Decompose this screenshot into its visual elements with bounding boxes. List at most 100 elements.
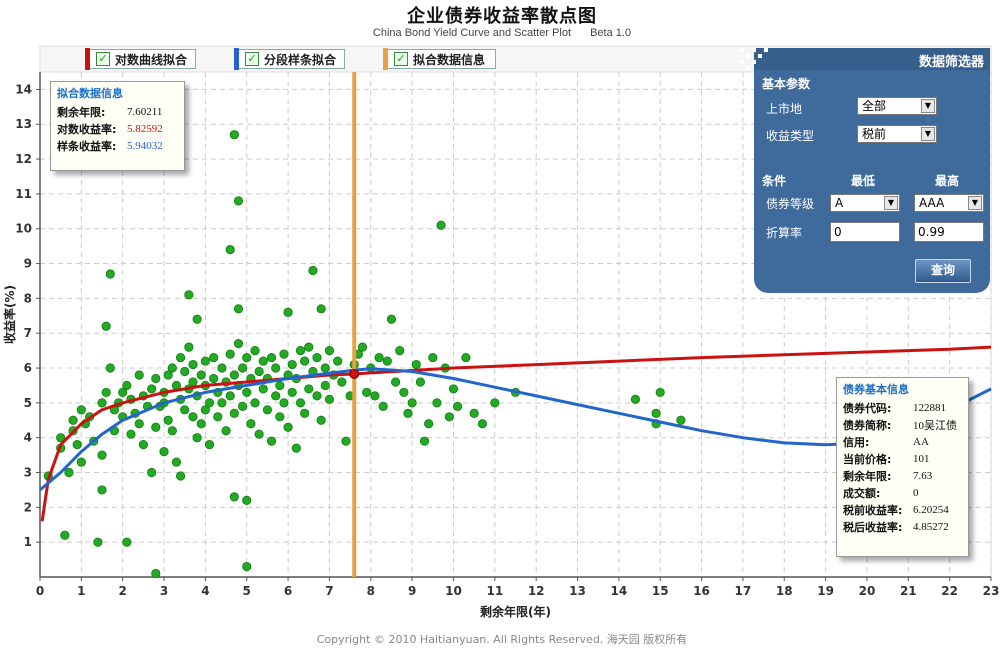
scatter-point [419, 436, 430, 446]
scatter-point [324, 394, 335, 404]
scatter-point [242, 561, 252, 572]
scatter-point [105, 363, 115, 373]
x-tick-label: 10 [445, 584, 462, 598]
spline-fit-toggle[interactable]: ✓ 分段样条拟合 [234, 48, 345, 70]
scatter-point [188, 359, 198, 370]
scatter-point [217, 363, 227, 373]
x-tick-label: 6 [284, 584, 292, 598]
scatter-point [312, 352, 322, 363]
fit-info-panel: 拟合数据信息 剩余年限: 7.60211 对数收益率: 5.82592 样条收益率:… [50, 81, 185, 171]
scatter-point [287, 359, 297, 370]
y-tick-label: 13 [15, 117, 32, 131]
scatter-point [291, 443, 301, 453]
scatter-point [266, 436, 277, 446]
data-filter-panel: 数据筛选器 基本参数 上市地 全部 ▼ 收益类型 税前 ▼ 条件 最低 最高 债券等… [734, 48, 990, 293]
scatter-point [151, 568, 161, 579]
scatter-point [180, 366, 190, 377]
scatter-point [68, 415, 78, 425]
scatter-point [209, 352, 219, 363]
scatter-point [320, 363, 330, 373]
rating-max-select[interactable]: AAA ▼ [914, 194, 984, 212]
scatter-point [316, 304, 326, 314]
chevron-down-icon[interactable]: ▼ [921, 99, 935, 113]
scatter-point [490, 398, 500, 408]
scatter-point [184, 342, 194, 352]
discount-max-input[interactable]: 0.99 [914, 222, 984, 242]
fit-info-toggle[interactable]: ✓ 拟合数据信息 [383, 48, 496, 70]
x-tick-label: 0 [36, 584, 44, 598]
scatter-point [337, 377, 347, 387]
scatter-point [229, 370, 239, 380]
scatter-point [374, 352, 384, 363]
x-tick-label: 12 [528, 584, 545, 598]
scatter-point [151, 422, 161, 432]
y-tick-label: 1 [24, 535, 32, 549]
x-tick-label: 18 [776, 584, 793, 598]
chevron-down-icon[interactable]: ▼ [921, 127, 935, 141]
scatter-point [188, 412, 198, 422]
version-text: Beta 1.0 [590, 27, 632, 39]
y-tick-label: 8 [24, 291, 32, 305]
log-fit-toggle[interactable]: ✓ 对数曲线拟合 [85, 48, 196, 70]
discount-min-input[interactable]: 0 [830, 222, 900, 242]
scatter-point [279, 398, 289, 408]
filter-title: 数据筛选器 [918, 55, 984, 70]
scatter-point [250, 346, 260, 356]
scatter-point [209, 373, 219, 384]
scatter-point [316, 415, 326, 425]
scatter-point [138, 440, 148, 450]
rating-max-value: AAA [919, 196, 945, 210]
spline-fit-label: 分段样条拟合 [264, 52, 337, 67]
scatter-point [184, 290, 194, 300]
scatter-point [72, 440, 82, 450]
scatter-point [238, 401, 248, 411]
scatter-point [275, 412, 285, 422]
bond-credit-value: AA [913, 435, 929, 448]
scatter-point [271, 363, 281, 373]
max-label: 最高 [935, 174, 960, 188]
x-tick-label: 1 [77, 584, 85, 598]
bond-remaining-years-value: 7.63 [913, 469, 933, 482]
x-tick-label: 3 [160, 584, 168, 598]
log-fit-curve [40, 345, 992, 522]
scatter-point [97, 450, 107, 460]
x-tick-label: 16 [693, 584, 710, 598]
query-button[interactable]: 查询 [915, 259, 971, 283]
listing-label: 上市地 [766, 102, 803, 116]
y-tick-label: 6 [24, 361, 32, 375]
y-tick-label: 12 [15, 152, 32, 166]
spline-fit-curve [39, 367, 992, 492]
chevron-down-icon[interactable]: ▼ [884, 196, 898, 210]
scatter-point [382, 356, 392, 366]
scatter-point [386, 314, 397, 324]
scatter-point [56, 433, 66, 443]
rating-min-value: A [835, 196, 844, 210]
x-tick-label: 14 [611, 584, 628, 598]
scatter-point [200, 356, 210, 366]
fit-info-color-stripe [383, 48, 388, 70]
scatter-point [357, 342, 368, 352]
bond-credit-label: 信用: [843, 435, 870, 449]
fit-log-yield-label: 对数收益率: [57, 122, 117, 136]
listing-value: 全部 [862, 99, 887, 113]
y-tick-label: 10 [15, 222, 32, 236]
scatter-point [250, 398, 260, 408]
rating-min-select[interactable]: A ▼ [830, 194, 900, 212]
yield-type-select[interactable]: 税前 ▼ [857, 125, 937, 143]
checkbox-icon[interactable]: ✓ [245, 52, 259, 66]
scatter-point [275, 380, 285, 391]
scatter-point [229, 492, 239, 502]
listing-select[interactable]: 全部 ▼ [857, 97, 937, 115]
checkbox-icon[interactable]: ✓ [96, 52, 110, 66]
scatter-point [233, 304, 244, 314]
scatter-point [192, 433, 202, 443]
scatter-point [76, 405, 86, 415]
x-tick-label: 9 [408, 584, 416, 598]
checkbox-icon[interactable]: ✓ [394, 52, 408, 66]
chevron-down-icon[interactable]: ▼ [968, 196, 982, 210]
bond-price-label: 当前价格: [843, 452, 892, 466]
scatter-point [271, 391, 281, 401]
bond-pretax-yield-value: 6.20254 [913, 503, 949, 516]
scatter-point [469, 408, 479, 418]
